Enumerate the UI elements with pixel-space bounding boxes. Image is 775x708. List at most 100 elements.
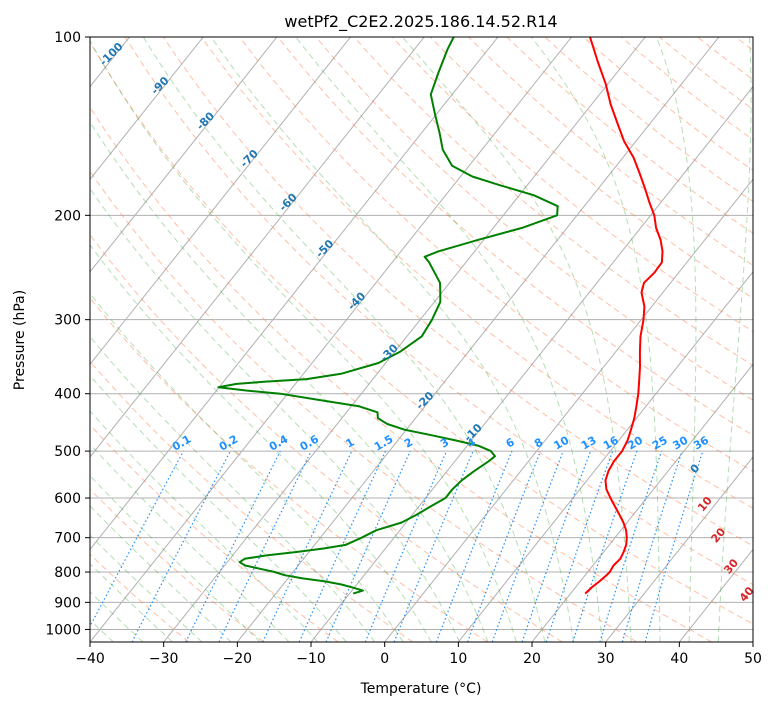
moist-adiabat-line xyxy=(90,410,319,642)
x-tick-label: 40 xyxy=(670,651,688,667)
mixing-ratio-line xyxy=(435,450,513,642)
isotherm-gridline xyxy=(90,37,425,458)
moist-adiabat-line xyxy=(90,591,144,642)
isotherm-gridline xyxy=(678,548,753,642)
y-tick-label: 300 xyxy=(54,313,81,329)
dry-adiabat-label: -60 xyxy=(277,190,300,213)
x-tick-label: −20 xyxy=(223,651,253,667)
y-tick-label: 500 xyxy=(54,444,81,460)
y-tick-label: 700 xyxy=(54,531,81,547)
mixing-ratio-label: 1.5 xyxy=(372,433,395,454)
dry-adiabat-line xyxy=(735,37,753,51)
x-tick-label: −40 xyxy=(75,651,105,667)
mixing-ratio-line xyxy=(621,450,683,642)
moist-adiabat-line xyxy=(530,37,661,642)
mixing-ratio-line xyxy=(521,450,592,642)
dry-adiabat-line xyxy=(353,37,753,367)
isotherm-gridline xyxy=(90,37,351,366)
y-tick-label: 400 xyxy=(54,387,81,403)
isotherm-gridline xyxy=(457,271,753,642)
mixing-ratio-line xyxy=(131,450,231,642)
x-tick-label: −10 xyxy=(296,651,326,667)
dewpoint-profile xyxy=(217,37,559,595)
moist-adiabat-line xyxy=(210,37,575,642)
mixing-ratio-line xyxy=(599,450,663,642)
dry-adiabat-line xyxy=(90,106,712,642)
axes: −40 −30 −20 −10 0 10 20 30 40 5010020030040050060… xyxy=(45,30,762,667)
dry-adiabat-line xyxy=(90,553,190,642)
moist-adiabat-line xyxy=(90,474,261,642)
plot-frame xyxy=(89,36,754,643)
dry-adiabat-line xyxy=(90,424,339,642)
moist-adiabat-line xyxy=(90,121,489,642)
mixing-ratio-label: 16 xyxy=(601,433,621,452)
mixing-ratio-label: 25 xyxy=(650,434,670,453)
chart-title: wetPf2_C2E2.2025.186.14.52.R14 xyxy=(284,12,557,32)
mixing-ratio-label: 1 xyxy=(343,436,356,451)
moist-adiabat-line xyxy=(90,335,376,642)
mixing-ratio-label: 30 xyxy=(670,433,690,452)
moist-adiabat-line xyxy=(90,244,432,642)
dry-adiabat-line xyxy=(659,37,753,111)
mixing-ratio-label: 6 xyxy=(504,435,517,450)
x-tick-label: 20 xyxy=(523,651,541,667)
moist-adiabat-label: 0 xyxy=(688,461,703,475)
isotherm-gridline xyxy=(310,85,753,642)
moist-adiabat-line xyxy=(90,187,461,642)
dry-adiabat-line xyxy=(90,297,488,642)
dry-adiabat-line xyxy=(277,37,753,437)
dry-adiabat-label: -100 xyxy=(97,40,126,69)
isotherm-gridline xyxy=(384,178,753,642)
moist-adiabat-label: 10 xyxy=(695,494,715,514)
dry-adiabat-label: -70 xyxy=(238,147,261,170)
mixing-ratio-label: 10 xyxy=(552,433,572,452)
moist-adiabat-label: 30 xyxy=(721,556,741,576)
isotherm-gridline xyxy=(90,37,572,642)
dry-adiabat-line xyxy=(90,170,638,642)
moist-adiabat-line xyxy=(717,37,752,642)
isotherm-gridline xyxy=(531,363,753,642)
mixing-ratio-label: 0.2 xyxy=(217,433,240,454)
moist-adiabat-label: 20 xyxy=(709,525,729,545)
mixing-ratio-label: 2 xyxy=(402,436,415,451)
dry-adiabat-line xyxy=(162,37,753,547)
mixing-ratio-line xyxy=(185,450,281,642)
dry-adiabat-line xyxy=(90,234,563,642)
isotherm-gridline xyxy=(90,37,499,551)
mixing-ratio-line xyxy=(298,450,387,642)
isotherm-gridline xyxy=(90,37,278,273)
mixing-ratio-label: 3 xyxy=(438,436,451,451)
y-tick-label: 200 xyxy=(54,208,81,224)
moist-adiabat-line xyxy=(90,505,232,642)
isotherm-gridline xyxy=(163,37,646,642)
moist-adiabat-line xyxy=(90,39,517,642)
dry-adiabat-label: -80 xyxy=(194,109,217,132)
moist-adiabat-line xyxy=(295,37,603,642)
dry-adiabat-line xyxy=(201,37,753,509)
dry-adiabat-line xyxy=(582,37,753,171)
mixing-ratio-label: 0.1 xyxy=(170,433,193,454)
mixing-ratio-label: 0.4 xyxy=(267,432,291,453)
x-tick-label: 30 xyxy=(597,651,615,667)
x-tick-label: 0 xyxy=(380,651,389,667)
moist-adiabat-line xyxy=(90,292,404,642)
dry-adiabat-line xyxy=(124,37,753,586)
y-tick-label: 900 xyxy=(54,595,81,611)
dry-adiabat-line xyxy=(90,360,414,642)
moist-adiabat-line xyxy=(402,37,632,642)
mixing-ratio-line xyxy=(491,450,564,642)
dry-adiabat-line xyxy=(468,37,753,267)
mixing-ratio-line xyxy=(545,450,614,642)
dry-adiabat-line xyxy=(391,37,753,333)
mixing-ratio-line xyxy=(466,450,542,642)
y-tick-label: 1000 xyxy=(45,622,81,638)
isotherm-gridline xyxy=(752,641,753,642)
mixing-ratio-label: 0.6 xyxy=(298,432,322,453)
dry-adiabat-label: -90 xyxy=(148,74,171,97)
x-tick-label: 50 xyxy=(744,651,762,667)
x-axis-label: Temperature (°C) xyxy=(360,681,482,697)
mixing-ratio-line xyxy=(325,450,411,642)
dry-adiabat-line xyxy=(544,37,753,203)
mixing-ratio-line xyxy=(364,450,448,642)
